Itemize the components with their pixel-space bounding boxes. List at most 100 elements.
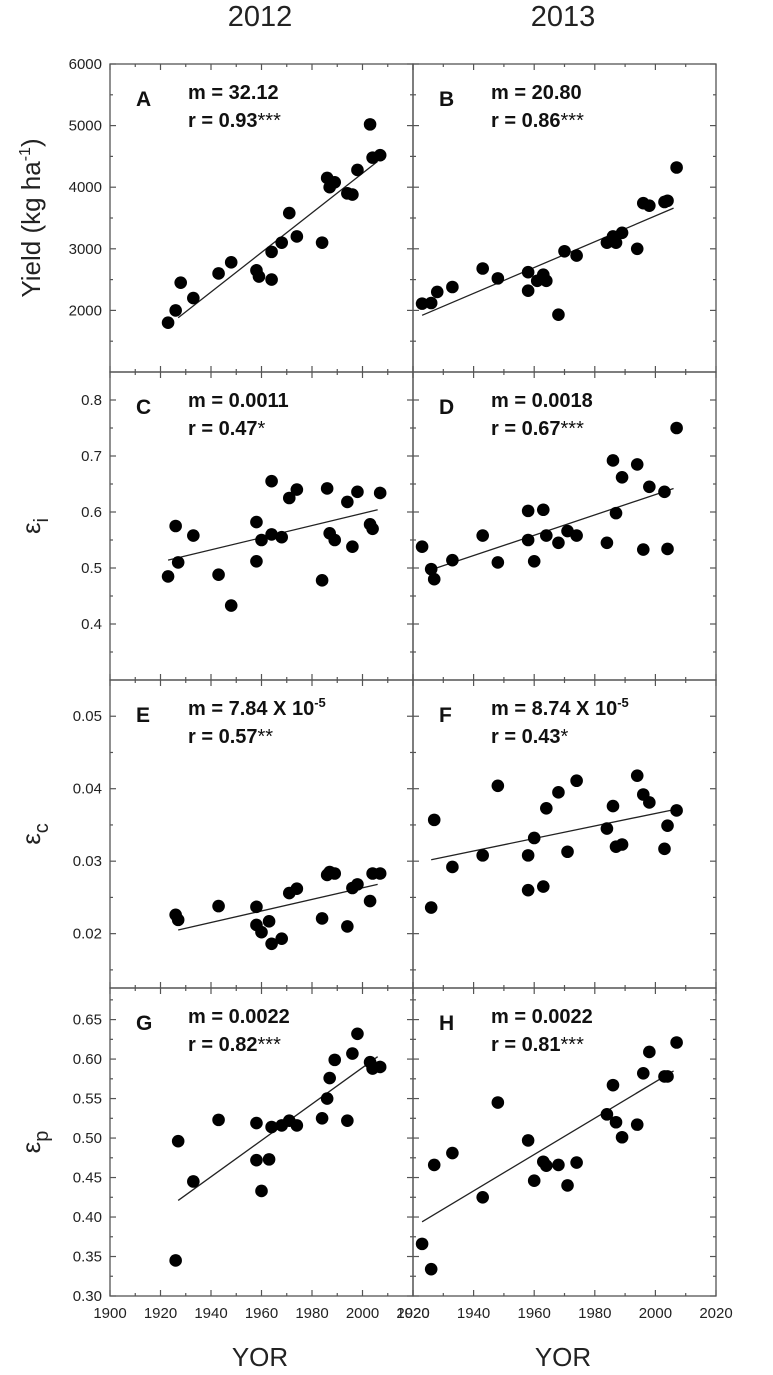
trend-line-b <box>421 207 674 316</box>
data-point-b <box>415 297 429 310</box>
data-point-f <box>427 813 441 827</box>
data-point-e <box>363 894 377 908</box>
data-point-a <box>265 273 278 286</box>
data-point-d <box>527 554 541 568</box>
significance-stars-b: *** <box>561 110 585 132</box>
data-point-f <box>630 769 644 782</box>
data-point-g <box>351 1027 364 1041</box>
data-point-c <box>351 485 364 499</box>
data-point-b <box>521 265 535 279</box>
data-point-h <box>540 1159 553 1172</box>
data-point-d <box>606 454 620 467</box>
data-point-a <box>373 148 387 162</box>
data-point-g <box>169 1254 182 1267</box>
data-point-e <box>212 899 225 913</box>
data-point-c <box>169 519 182 533</box>
data-point-h <box>609 1115 623 1129</box>
data-point-c <box>341 495 354 509</box>
slope-text-a: m = 32.12 <box>188 82 279 104</box>
data-point-f <box>570 774 583 788</box>
data-point-e <box>373 867 387 880</box>
data-point-f <box>491 779 505 793</box>
trend-line-h <box>421 1070 674 1223</box>
slope-exponent-e: -5 <box>314 695 326 710</box>
data-point-c <box>255 533 268 547</box>
data-point-h <box>570 1156 583 1169</box>
data-point-a <box>187 291 200 305</box>
data-point-h <box>643 1045 656 1059</box>
data-point-h <box>491 1096 505 1109</box>
data-point-a <box>282 206 296 220</box>
correlation-text-a: r = 0.93*** <box>188 110 281 132</box>
correlation-text-g: r = 0.82*** <box>188 1034 281 1056</box>
data-point-a <box>363 118 377 131</box>
data-point-d <box>446 553 459 567</box>
data-point-b <box>558 244 571 258</box>
significance-stars-e: ** <box>258 726 274 748</box>
y-axis-title-tail-yield: ) <box>16 138 46 147</box>
data-point-g <box>212 1113 225 1127</box>
data-point-b <box>476 262 489 275</box>
trend-line-d <box>427 487 674 572</box>
data-point-g <box>171 1134 185 1148</box>
data-point-h <box>427 1158 441 1172</box>
data-point-e <box>351 878 364 891</box>
y-axis-title-sup-yield: -1 <box>17 147 34 161</box>
data-point-b <box>430 285 444 299</box>
data-point-g <box>323 1071 336 1085</box>
data-point-f <box>552 786 565 799</box>
y-tick-label-g: 0.30 <box>73 1288 102 1305</box>
trend-line-f <box>431 809 674 861</box>
data-point-d <box>521 533 535 547</box>
data-point-a <box>351 163 364 177</box>
significance-stars-h: *** <box>561 1034 585 1056</box>
data-point-h <box>670 1036 683 1049</box>
slope-text-f: m = 8.74 X 10-5 <box>491 695 629 720</box>
data-point-g <box>328 1053 342 1067</box>
x-tick-label-h: 1980 <box>578 1305 611 1322</box>
data-point-d <box>424 562 438 576</box>
data-point-a <box>346 188 359 201</box>
data-point-d <box>476 529 489 542</box>
data-point-d <box>643 480 656 494</box>
data-point-g <box>290 1119 304 1132</box>
data-point-b <box>609 236 623 249</box>
data-point-a <box>265 245 278 259</box>
y-tick-label-g: 0.45 <box>73 1170 102 1187</box>
y-axis-title-ec: εc <box>16 823 53 845</box>
data-point-g <box>250 1116 263 1130</box>
data-point-g <box>265 1120 278 1134</box>
correlation-text-h: r = 0.81*** <box>491 1034 584 1056</box>
panel-label-b: B <box>439 88 454 111</box>
y-tick-label-a: 6000 <box>69 56 102 73</box>
data-point-g <box>315 1112 329 1125</box>
data-point-h <box>661 1070 674 1083</box>
x-tick-label-g: 1900 <box>93 1305 126 1322</box>
data-point-e <box>262 915 276 928</box>
y-tick-label-g: 0.60 <box>73 1051 102 1068</box>
data-point-f <box>540 801 553 815</box>
panel-label-e: E <box>136 704 150 727</box>
x-tick-label-g: 1920 <box>144 1305 177 1322</box>
column-title-2013: 2013 <box>531 1 596 33</box>
data-point-f <box>424 901 438 914</box>
x-tick-label-h: 1960 <box>518 1305 551 1322</box>
y-axis-title-ei: εi <box>16 518 53 534</box>
y-tick-label-c: 0.5 <box>81 560 102 577</box>
data-point-c <box>250 554 263 568</box>
data-point-a <box>328 175 342 189</box>
y-tick-label-a: 2000 <box>69 302 102 319</box>
data-point-f <box>600 822 614 835</box>
data-point-b <box>661 194 674 208</box>
panel-label-a: A <box>136 88 151 111</box>
significance-stars-d: *** <box>561 418 585 440</box>
data-point-h <box>552 1158 565 1172</box>
x-tick-label-g: 1960 <box>245 1305 278 1322</box>
slope-text-c: m = 0.0011 <box>188 390 289 412</box>
data-point-b <box>424 296 438 310</box>
data-point-c <box>373 486 387 500</box>
data-point-d <box>540 529 553 542</box>
